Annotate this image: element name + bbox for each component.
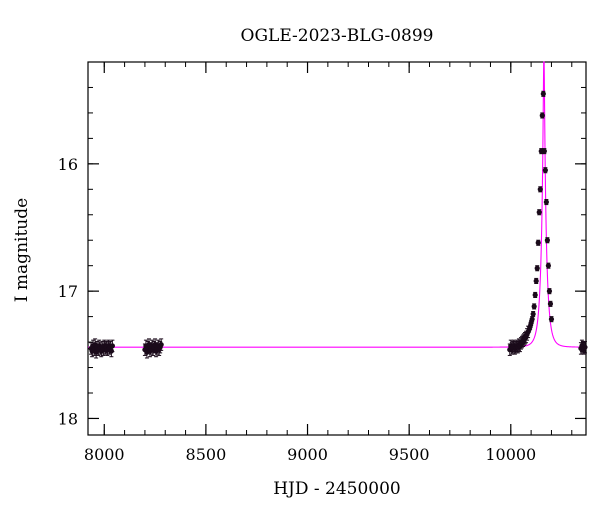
- x-tick-label: 10000: [485, 445, 536, 464]
- x-tick-label: 9500: [389, 445, 430, 464]
- data-point: [582, 340, 588, 354]
- data-point: [109, 339, 115, 353]
- data-point: [535, 239, 541, 246]
- data-point: [530, 311, 536, 318]
- data-points: [88, 90, 588, 359]
- data-point: [539, 112, 545, 119]
- model-curve: [88, 61, 586, 348]
- point-marker: [537, 186, 543, 192]
- point-marker: [534, 265, 540, 271]
- y-tick-label: 18: [58, 409, 78, 428]
- x-axis-label: HJD - 2450000: [273, 479, 401, 499]
- data-point: [529, 316, 535, 323]
- y-axis-label: I magnitude: [12, 198, 32, 302]
- point-marker: [541, 148, 547, 154]
- point-marker: [532, 292, 538, 298]
- data-point: [545, 262, 551, 269]
- point-marker: [542, 167, 548, 173]
- data-point: [158, 338, 164, 351]
- data-point: [542, 167, 548, 174]
- point-marker: [545, 263, 551, 269]
- point-marker: [582, 344, 588, 350]
- point-marker: [531, 303, 537, 310]
- data-point: [546, 288, 553, 295]
- y-tick-labels: 16 17 18: [58, 155, 78, 429]
- x-tick-label: 8000: [84, 445, 125, 464]
- data-point: [548, 316, 555, 323]
- data-point: [536, 209, 542, 216]
- point-marker: [548, 316, 555, 322]
- data-point: [534, 265, 540, 272]
- point-marker: [529, 316, 535, 322]
- point-marker: [539, 112, 545, 119]
- y-tick-label: 16: [58, 155, 78, 174]
- major-ticks: [88, 62, 586, 435]
- data-point: [541, 148, 547, 155]
- point-marker: [547, 301, 554, 307]
- plot-frame: [87, 61, 587, 436]
- point-marker: [540, 91, 546, 97]
- x-tick-label: 9000: [287, 445, 328, 464]
- data-point: [531, 303, 537, 310]
- chart-title: OGLE-2023-BLG-0899: [241, 26, 434, 46]
- point-marker: [536, 209, 542, 215]
- x-tick-label: 8500: [186, 445, 227, 464]
- data-point: [543, 198, 549, 206]
- point-marker: [533, 278, 539, 284]
- plot-area: 8000 8500 9000 9500 10000 16 17 18: [58, 61, 588, 464]
- point-marker: [108, 348, 114, 354]
- x-tick-labels: 8000 8500 9000 9500 10000: [84, 445, 536, 464]
- point-marker: [546, 288, 553, 294]
- point-marker: [530, 311, 536, 317]
- data-point: [532, 291, 538, 299]
- data-point: [547, 300, 554, 307]
- point-marker: [535, 240, 541, 246]
- y-tick-label: 17: [58, 282, 78, 301]
- data-point: [540, 90, 546, 97]
- point-marker: [543, 199, 549, 205]
- point-marker: [158, 342, 164, 348]
- data-point: [533, 277, 539, 285]
- point-marker: [544, 237, 550, 243]
- minor-ticks: [88, 61, 586, 435]
- data-point: [544, 237, 550, 244]
- data-point: [537, 186, 543, 193]
- point-marker: [109, 343, 115, 349]
